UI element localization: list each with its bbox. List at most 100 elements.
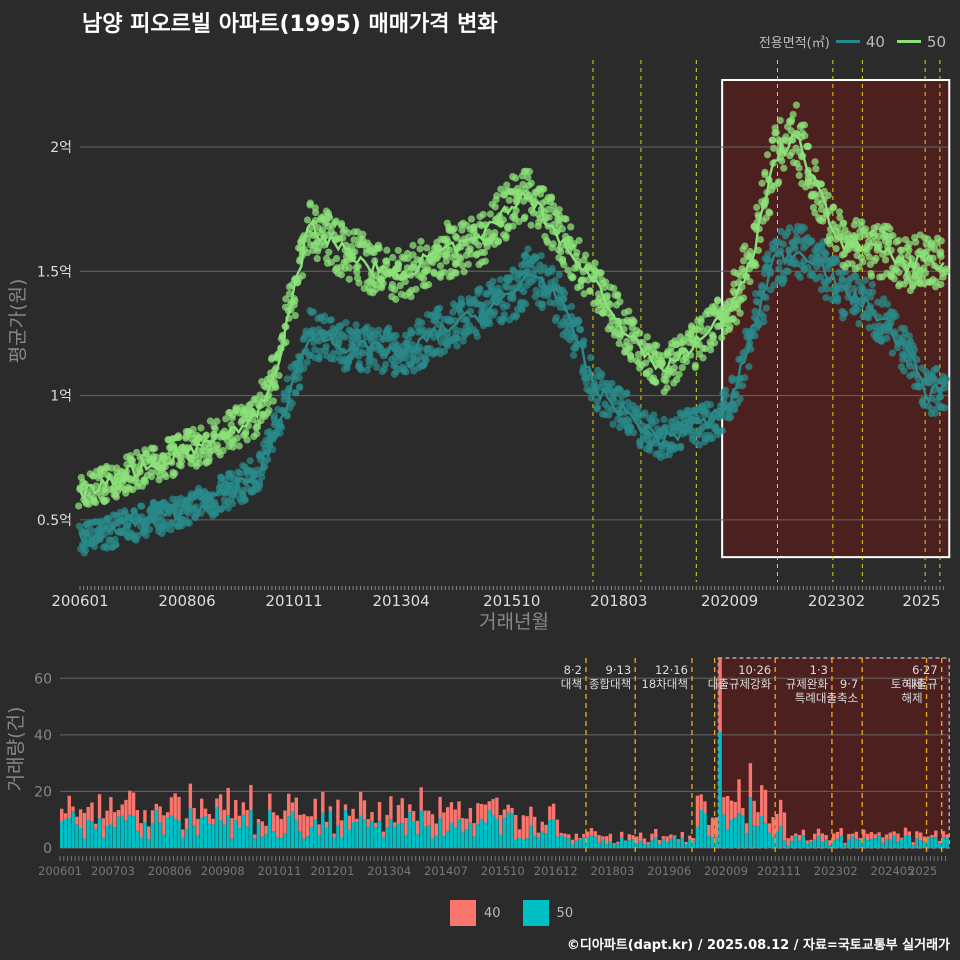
bar-40 [268,793,272,811]
bar-50 [797,840,802,848]
data-point-50 [741,242,749,250]
bar-x-tick-label-4: 201011 [258,864,302,878]
bar-40 [222,809,227,825]
bar-40 [343,804,348,811]
data-point-50 [423,267,431,275]
data-point-40 [880,295,888,303]
bar-50 [843,844,847,848]
bar-50 [498,834,503,848]
data-point-50 [662,377,670,385]
bar-50 [862,837,866,848]
bar-40 [366,819,370,827]
bar-50 [506,812,510,848]
data-point-40 [276,429,284,437]
bar-50 [839,835,843,848]
data-point-50 [746,247,754,256]
bar-40 [139,823,143,838]
bar-40 [309,816,314,828]
data-point-40 [418,319,426,327]
bar-x-tick-label-10: 201803 [591,864,635,878]
data-point-50 [836,213,844,222]
bar-40 [858,838,862,840]
data-point-50 [776,116,784,125]
data-point-50 [242,428,250,436]
bar-50 [491,815,495,848]
data-point-50 [171,469,179,477]
data-point-40 [914,381,922,389]
data-point-50 [90,494,98,503]
data-point-50 [549,240,557,248]
data-point-40 [524,245,532,253]
bar-50 [392,826,397,848]
bar-40 [888,832,893,840]
data-point-50 [833,224,842,232]
data-point-50 [758,179,766,187]
data-point-50 [423,244,431,252]
data-point-50 [795,171,803,180]
data-point-50 [865,253,873,261]
bar-50 [650,840,654,848]
bar-40 [135,810,140,831]
bar-50 [105,826,109,848]
bar-50 [657,844,662,848]
bar-40 [839,828,843,836]
event-label-4: 대출규제강화 [708,677,772,691]
data-point-50 [446,246,454,254]
bar-50 [669,838,673,848]
bar-y-tick-label-2: 40 [34,728,52,744]
bar-40 [203,808,208,817]
data-point-50 [855,263,863,271]
bar-50 [824,839,828,848]
bar-40 [540,821,544,832]
bar-50 [555,836,560,848]
footer-credit: ©디아파트(dapt.kr) / 2025.08.12 / 자료=국토교통부 실… [566,938,950,953]
data-point-40 [580,337,588,345]
bar-40 [415,820,420,835]
bar-40 [234,799,238,821]
data-point-50 [778,157,786,165]
data-point-50 [205,449,213,458]
data-point-40 [390,370,399,378]
bar-50 [771,837,775,848]
bar-40 [245,810,249,827]
data-point-40 [112,541,120,549]
bar-40 [718,658,722,733]
bar-40 [271,812,276,832]
data-point-50 [512,174,520,182]
bar-50 [495,818,499,848]
bar-40 [813,833,817,840]
data-point-50 [493,192,501,200]
event-label-1: 9·13 [606,663,632,677]
data-point-50 [303,216,312,224]
bar-40 [495,797,499,819]
data-point-40 [381,360,390,369]
data-point-50 [325,214,334,222]
bar-50 [78,827,83,848]
data-point-50 [503,181,511,189]
data-point-40 [552,314,560,322]
data-point-50 [616,298,624,306]
data-point-50 [663,384,671,392]
data-point-50 [285,290,294,298]
data-point-40 [556,303,564,311]
data-point-50 [211,425,219,433]
data-point-50 [282,295,290,303]
data-point-40 [184,509,193,517]
data-point-40 [560,289,568,297]
data-point-40 [816,273,824,281]
data-point-40 [283,375,291,383]
bar-40 [862,829,866,838]
data-point-40 [587,353,595,362]
data-point-50 [457,255,465,263]
data-point-40 [392,331,400,340]
data-point-50 [555,206,563,214]
data-point-50 [319,226,327,234]
data-point-40 [645,431,653,439]
bar-x-tick-label-14: 202302 [814,864,858,878]
data-point-40 [355,362,363,371]
bar-x-tick-label-3: 200908 [201,864,245,878]
bar-40 [650,833,654,841]
bar-40 [336,799,340,825]
data-point-50 [626,351,635,359]
